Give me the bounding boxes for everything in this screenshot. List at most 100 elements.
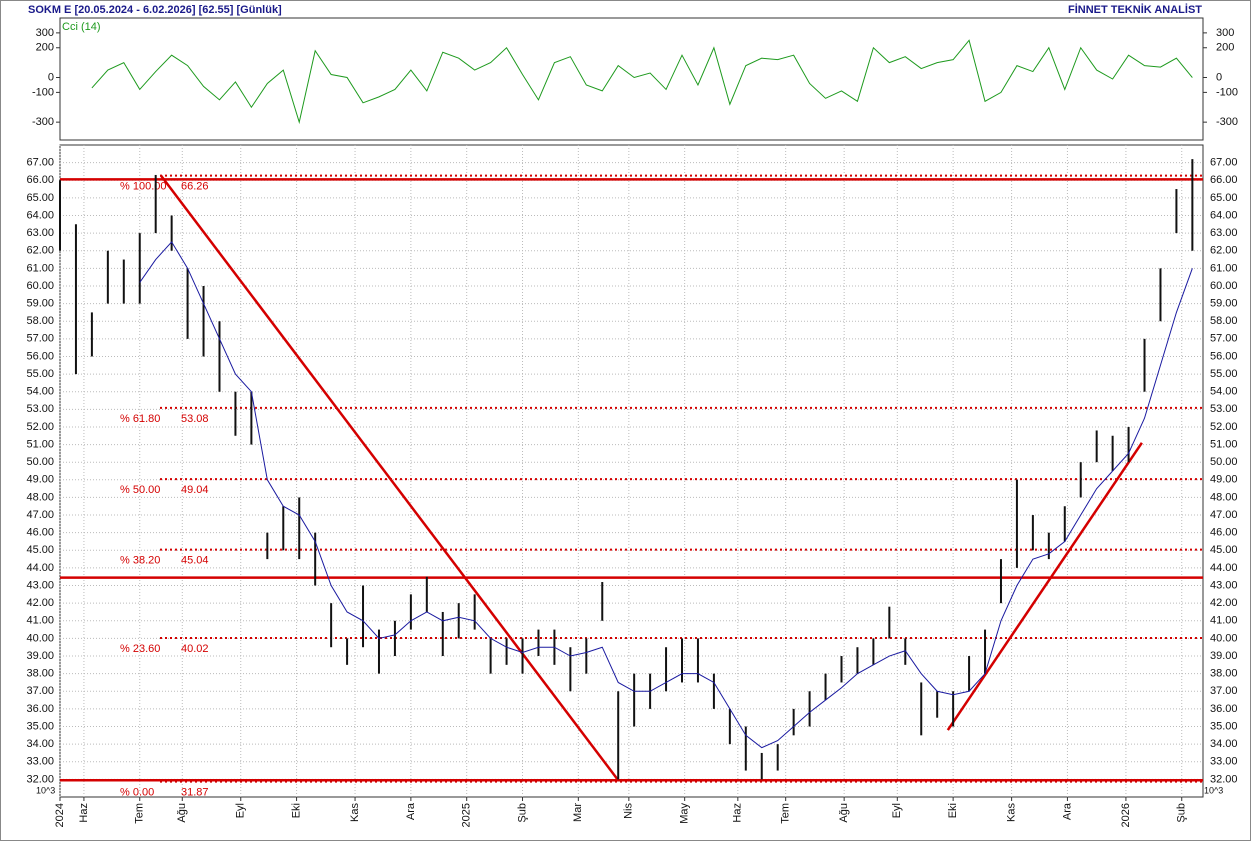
y-tick-label: 50.00 xyxy=(1210,456,1238,468)
y-tick-label: 37.00 xyxy=(26,685,54,697)
y-tick-label: 41.00 xyxy=(26,615,54,627)
fib-pct: % 61.80 xyxy=(120,413,160,425)
x-tick-label: 2025 xyxy=(461,803,473,827)
y-tick-label: 53.00 xyxy=(1210,403,1238,415)
x-tick-label: Eki xyxy=(290,803,302,818)
y-tick-label: 64.00 xyxy=(26,209,54,221)
y-tick-label: 200 xyxy=(36,42,54,54)
fib-pct: % 0.00 xyxy=(120,787,154,799)
moving-average xyxy=(139,241,1193,749)
y-tick-label: 49.00 xyxy=(26,474,54,486)
y-tick-label: 66.00 xyxy=(1210,174,1238,186)
y-tick-label: 67.00 xyxy=(1210,157,1238,169)
y-tick-label: 57.00 xyxy=(26,333,54,345)
y-tick-label: 33.00 xyxy=(26,756,54,768)
y-tick-label: 48.00 xyxy=(1210,491,1238,503)
y-tick-label: 35.00 xyxy=(26,720,54,732)
x-tick-label: Nis xyxy=(623,803,635,819)
y-tick-label: 34.00 xyxy=(26,738,54,750)
x-tick-label: 2026 xyxy=(1120,803,1132,827)
y-tick-label: 60.00 xyxy=(26,280,54,292)
y-tick-label: 49.00 xyxy=(1210,474,1238,486)
trend-line xyxy=(946,442,1143,731)
y-tick-label: 200 xyxy=(1216,42,1234,54)
x-tick-label: Eki xyxy=(947,803,959,818)
x-tick-label: Kas xyxy=(1006,803,1018,822)
panel-frame xyxy=(59,17,1204,141)
x-tick-label: 2024 xyxy=(54,803,66,827)
x-tick-label: Şub xyxy=(516,803,528,823)
y-tick-label: 56.00 xyxy=(26,350,54,362)
y-tick-label: 61.00 xyxy=(26,262,54,274)
y-tick-label: 35.00 xyxy=(1210,720,1238,732)
y-tick-label: 36.00 xyxy=(1210,703,1238,715)
y-tick-label: 52.00 xyxy=(26,421,54,433)
y-tick-label: 62.00 xyxy=(26,245,54,257)
y-tick-label: 43.00 xyxy=(1210,579,1238,591)
fib-value: 31.87 xyxy=(181,787,209,799)
fib-pct: % 100.00 xyxy=(120,181,166,193)
fib-value: 53.08 xyxy=(181,413,209,425)
y-tick-label: 300 xyxy=(1216,27,1234,39)
y-tick-label: 40.00 xyxy=(1210,632,1238,644)
y-tick-label: 46.00 xyxy=(26,527,54,539)
y-tick-label: 47.00 xyxy=(1210,509,1238,521)
y-tick-label: -100 xyxy=(32,86,54,98)
y-tick-label: 39.00 xyxy=(1210,650,1238,662)
y-tick-label: 58.00 xyxy=(26,315,54,327)
fib-value: 40.02 xyxy=(181,643,209,655)
y-tick-label: 0 xyxy=(1216,71,1222,83)
y-tick-label: 59.00 xyxy=(26,298,54,310)
y-tick-label: -300 xyxy=(32,116,54,128)
y-tick-label: 39.00 xyxy=(26,650,54,662)
y-tick-label: 38.00 xyxy=(1210,668,1238,680)
y-tick-label: -300 xyxy=(1216,116,1238,128)
y-tick-label: 41.00 xyxy=(1210,615,1238,627)
y-tick-label: 56.00 xyxy=(1210,350,1238,362)
y-tick-label: 43.00 xyxy=(26,579,54,591)
y-tick-label: 42.00 xyxy=(26,597,54,609)
y-tick-label: 52.00 xyxy=(1210,421,1238,433)
y-tick-label: 51.00 xyxy=(1210,438,1238,450)
y-tick-label: 0 xyxy=(48,71,54,83)
axis-multiplier: 10^3 xyxy=(1204,785,1223,795)
fib-pct: % 23.60 xyxy=(120,643,160,655)
fib-value: 66.26 xyxy=(181,181,209,193)
y-tick-label: 45.00 xyxy=(26,544,54,556)
x-tick-label: Mar xyxy=(572,803,584,822)
y-tick-label: 34.00 xyxy=(1210,738,1238,750)
x-tick-label: Ağu xyxy=(838,803,850,823)
y-tick-label: 67.00 xyxy=(26,157,54,169)
fib-value: 45.04 xyxy=(181,554,209,566)
y-tick-label: 45.00 xyxy=(1210,544,1238,556)
fib-pct: % 38.20 xyxy=(120,554,160,566)
y-tick-label: 40.00 xyxy=(26,632,54,644)
y-tick-label: 300 xyxy=(36,27,54,39)
y-tick-label: 53.00 xyxy=(26,403,54,415)
y-tick-label: 60.00 xyxy=(1210,280,1238,292)
x-tick-label: Haz xyxy=(78,803,90,823)
y-tick-label: 66.00 xyxy=(26,174,54,186)
x-tick-label: Ağu xyxy=(176,803,188,823)
y-tick-label: 50.00 xyxy=(26,456,54,468)
y-tick-label: 51.00 xyxy=(26,438,54,450)
y-tick-label: 62.00 xyxy=(1210,245,1238,257)
x-tick-label: Eyl xyxy=(891,803,903,818)
y-tick-label: 36.00 xyxy=(26,703,54,715)
chart-title: SOKM E [20.05.2024 - 6.02.2026] [62.55] … xyxy=(28,4,282,16)
y-tick-label: 47.00 xyxy=(26,509,54,521)
y-tick-label: 59.00 xyxy=(1210,298,1238,310)
y-tick-label: 32.00 xyxy=(26,773,54,785)
y-tick-label: 38.00 xyxy=(26,668,54,680)
y-tick-label: 44.00 xyxy=(26,562,54,574)
x-tick-label: Tem xyxy=(134,803,146,824)
y-tick-label: 33.00 xyxy=(1210,756,1238,768)
trend-line xyxy=(160,174,620,782)
y-tick-label: 61.00 xyxy=(1210,262,1238,274)
y-tick-label: 54.00 xyxy=(26,386,54,398)
y-tick-label: 65.00 xyxy=(26,192,54,204)
panel-frame xyxy=(59,144,1204,798)
y-tick-label: 63.00 xyxy=(26,227,54,239)
